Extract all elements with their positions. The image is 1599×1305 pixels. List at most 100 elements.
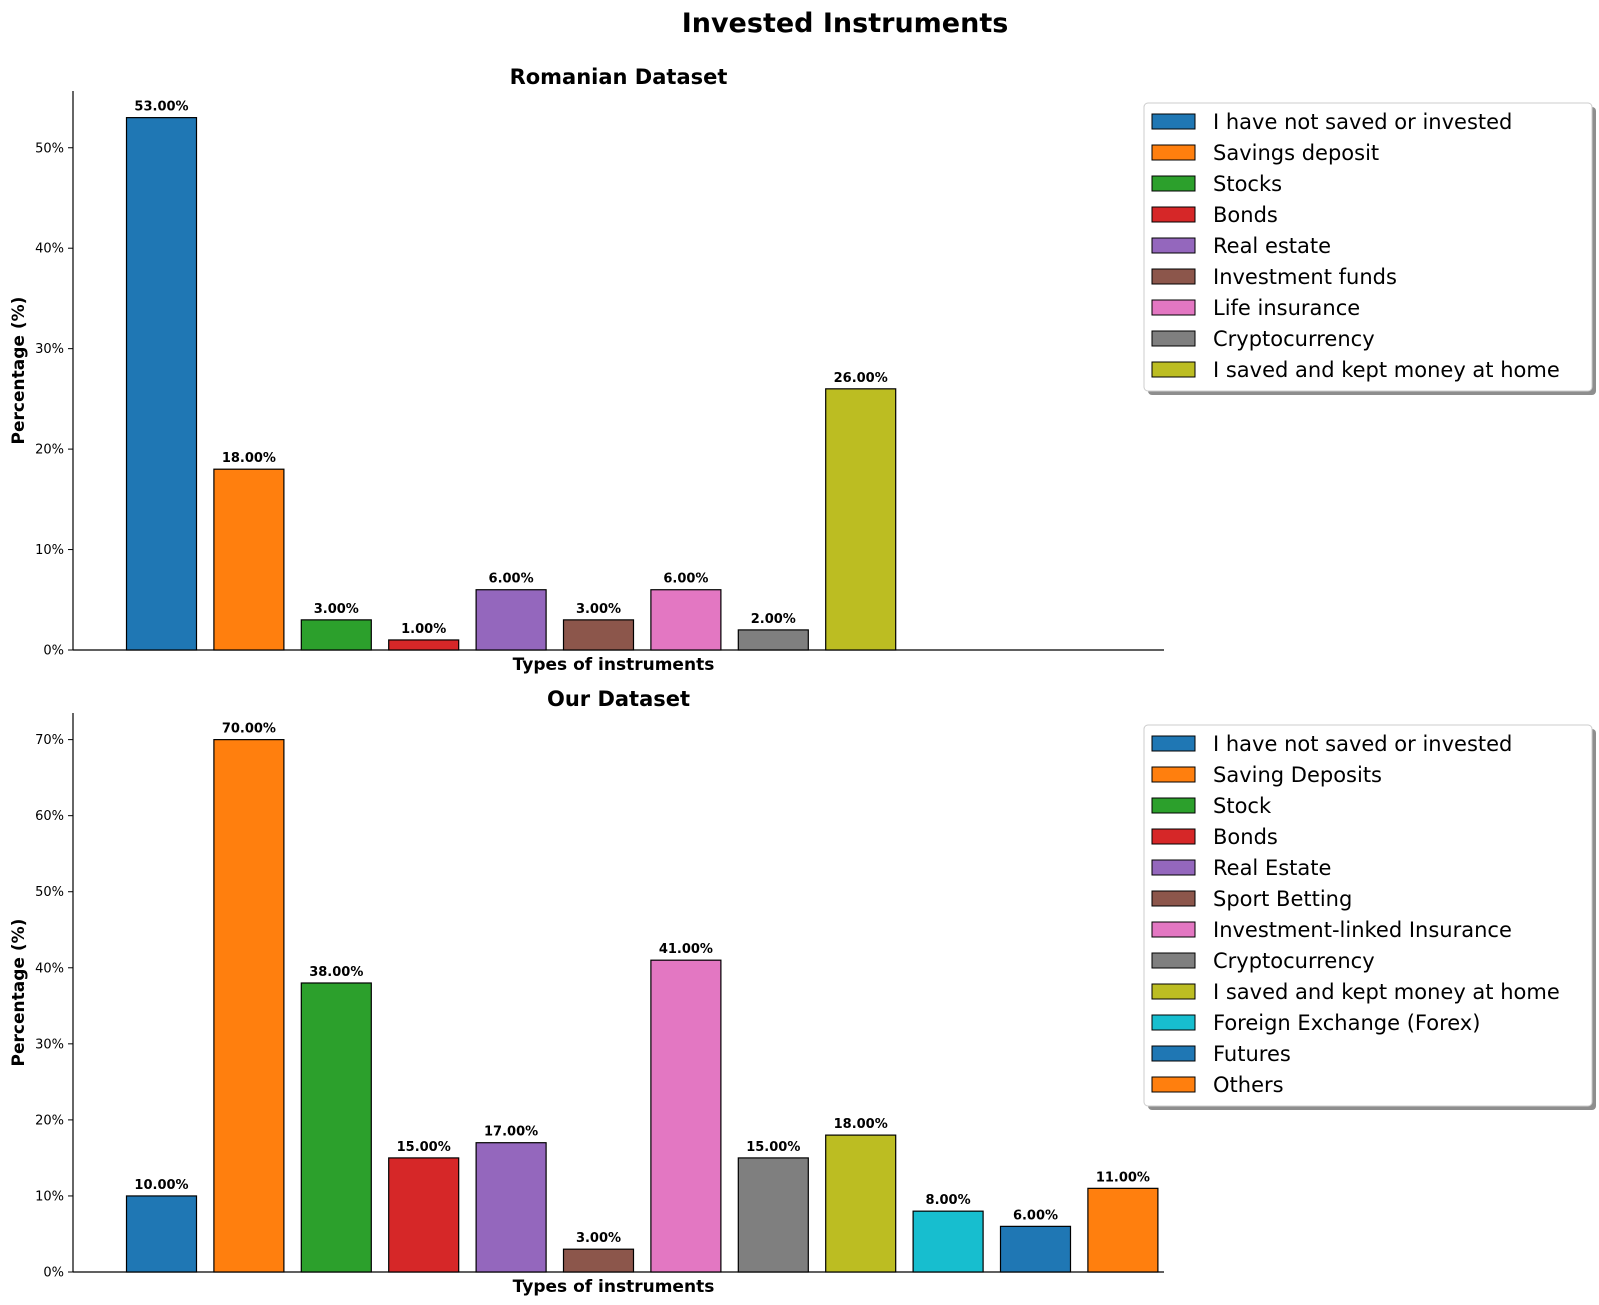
legend-swatch bbox=[1151, 921, 1196, 938]
legend-swatch bbox=[1151, 237, 1196, 254]
y-tick-label: 20% bbox=[35, 1113, 64, 1128]
bar-value-label: 38.00% bbox=[309, 965, 363, 980]
legend-swatch bbox=[1151, 735, 1196, 752]
bar-value-label: 41.00% bbox=[659, 942, 713, 957]
legend-swatch bbox=[1151, 268, 1196, 285]
bar-value-label: 3.00% bbox=[314, 602, 359, 617]
bar-10 bbox=[912, 1210, 984, 1273]
legend-swatch bbox=[1151, 299, 1196, 316]
bar-value-label: 17.00% bbox=[484, 1125, 538, 1140]
bar-value-label: 6.00% bbox=[663, 572, 708, 587]
y-tick-label: 0% bbox=[43, 644, 64, 659]
bar-6 bbox=[562, 619, 635, 651]
bar-value-label: 3.00% bbox=[576, 602, 621, 617]
legend-entry: Investment-linked Insurance bbox=[1213, 918, 1512, 942]
legend-swatch bbox=[1151, 766, 1196, 783]
legend-entry: I have not saved or invested bbox=[1213, 110, 1512, 134]
bar-7 bbox=[650, 589, 722, 651]
y-tick-label: 40% bbox=[35, 961, 64, 976]
x-axis-label: Types of instruments bbox=[513, 655, 715, 675]
chart-2: Our Dataset 0% 10% 20% 30% 40% 50% 60% 70% 10.00%… bbox=[9, 687, 1596, 1297]
bar-8 bbox=[737, 1157, 809, 1273]
bar-9 bbox=[825, 388, 897, 651]
y-axis-label: Percentage (%) bbox=[9, 919, 29, 1067]
bar-value-label: 10.00% bbox=[134, 1178, 188, 1193]
chart-title: Our Dataset bbox=[547, 687, 690, 711]
legend-entry: Futures bbox=[1213, 1042, 1291, 1066]
y-tick-label: 30% bbox=[35, 342, 64, 357]
legend: I have not saved or invested Saving Depos… bbox=[1143, 724, 1596, 1110]
bar-value-label: 18.00% bbox=[222, 451, 276, 466]
bar-value-label: 2.00% bbox=[751, 612, 796, 627]
legend-swatch bbox=[1151, 890, 1196, 907]
legend-entry: Life insurance bbox=[1213, 296, 1360, 320]
y-tick-label: 10% bbox=[35, 1189, 64, 1204]
y-axis-label: Percentage (%) bbox=[9, 297, 29, 445]
bar-1 bbox=[125, 1195, 198, 1273]
legend-box bbox=[1143, 102, 1593, 392]
charts: Romanian Dataset 0% 10% 20% 30% 40% 50% 53.00% 1… bbox=[9, 65, 1596, 1297]
bar-value-label: 15.00% bbox=[397, 1140, 451, 1155]
bar-4 bbox=[388, 1157, 460, 1273]
legend-entry: Savings deposit bbox=[1213, 141, 1379, 165]
legend-swatch bbox=[1151, 206, 1196, 223]
legend-entry: Bonds bbox=[1213, 203, 1278, 227]
legend-swatch bbox=[1151, 983, 1196, 1000]
bar-value-label: 6.00% bbox=[489, 572, 534, 587]
bar-8 bbox=[737, 629, 809, 651]
bar-value-label: 6.00% bbox=[1013, 1208, 1058, 1223]
bar-3 bbox=[300, 982, 372, 1273]
bar-value-label: 8.00% bbox=[926, 1193, 971, 1208]
bar-9 bbox=[825, 1134, 897, 1273]
bar-6 bbox=[562, 1248, 635, 1273]
bar-value-label: 53.00% bbox=[134, 100, 188, 115]
legend-swatch bbox=[1151, 797, 1196, 814]
y-tick-label: 50% bbox=[35, 141, 64, 156]
bar-11 bbox=[999, 1225, 1072, 1273]
figure-title: Invested Instruments bbox=[682, 8, 1009, 39]
bar-5 bbox=[475, 1142, 547, 1273]
bar-value-label: 3.00% bbox=[576, 1231, 621, 1246]
legend-entry: Stocks bbox=[1213, 172, 1282, 196]
bar-1 bbox=[125, 117, 198, 651]
legend-swatch bbox=[1151, 1076, 1196, 1093]
legend-swatch bbox=[1151, 330, 1196, 347]
legend-entry: Foreign Exchange (Forex) bbox=[1213, 1011, 1480, 1035]
legend-swatch bbox=[1151, 1045, 1196, 1062]
chart-1: Romanian Dataset 0% 10% 20% 30% 40% 50% 53.00% 1… bbox=[9, 65, 1596, 675]
chart-title: Romanian Dataset bbox=[510, 65, 728, 89]
y-tick-label: 60% bbox=[35, 809, 64, 824]
y-tick-label: 50% bbox=[35, 885, 64, 900]
bar-value-label: 70.00% bbox=[222, 722, 276, 737]
legend-entry: Saving Deposits bbox=[1213, 763, 1382, 787]
y-tick-label: 0% bbox=[43, 1266, 64, 1281]
bar-3 bbox=[300, 619, 372, 651]
bar-4 bbox=[388, 639, 460, 651]
bar-5 bbox=[475, 589, 547, 651]
bar-2 bbox=[213, 739, 285, 1273]
legend-entry: I saved and kept money at home bbox=[1213, 980, 1560, 1004]
y-tick-label: 20% bbox=[35, 443, 64, 458]
bar-2 bbox=[213, 468, 285, 651]
legend-entry: Investment funds bbox=[1213, 265, 1397, 289]
legend-swatch bbox=[1151, 144, 1196, 161]
legend-entry: Cryptocurrency bbox=[1213, 327, 1375, 351]
legend-entry: Bonds bbox=[1213, 825, 1278, 849]
legend-swatch bbox=[1151, 113, 1196, 130]
x-axis-label: Types of instruments bbox=[513, 1277, 715, 1297]
bar-value-label: 1.00% bbox=[401, 622, 446, 637]
legend-swatch bbox=[1151, 361, 1196, 378]
bar-value-label: 15.00% bbox=[746, 1140, 800, 1155]
y-tick-label: 10% bbox=[35, 543, 64, 558]
bar-value-label: 26.00% bbox=[834, 371, 888, 386]
y-tick-label: 40% bbox=[35, 242, 64, 257]
bar-value-label: 11.00% bbox=[1096, 1170, 1150, 1185]
legend-box bbox=[1143, 724, 1593, 1107]
legend-entry: Sport Betting bbox=[1213, 887, 1352, 911]
legend: I have not saved or invested Savings depo… bbox=[1143, 102, 1596, 395]
bar-7 bbox=[650, 959, 722, 1273]
legend-entry: Stock bbox=[1213, 794, 1272, 818]
bar-value-label: 18.00% bbox=[834, 1117, 888, 1132]
legend-entry: Others bbox=[1213, 1073, 1284, 1097]
